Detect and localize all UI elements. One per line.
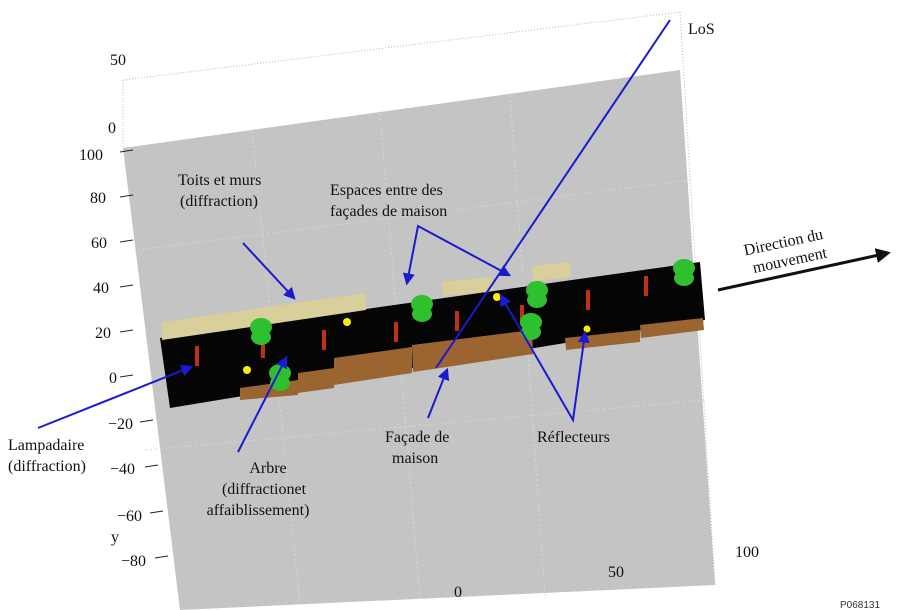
tree-6 bbox=[673, 259, 695, 286]
lamppost-1 bbox=[195, 346, 199, 366]
svg-text:Toits et murs: Toits et murs bbox=[178, 172, 261, 189]
label-facade: Façade de maison bbox=[385, 429, 449, 467]
y-axis-label: y bbox=[111, 529, 119, 546]
svg-text:affaiblissement): affaiblissement) bbox=[207, 502, 310, 519]
los-ray bbox=[435, 19, 671, 369]
pointer-arrows bbox=[37, 224, 590, 453]
lamppost-2 bbox=[261, 338, 265, 358]
x-axis-ticks: 0 50 100 bbox=[454, 544, 759, 601]
label-direction: Direction du mouvement bbox=[742, 226, 829, 277]
lamppost-4 bbox=[394, 322, 398, 342]
y-tick-neg20: −20 bbox=[108, 416, 133, 433]
label-reflectors: Réflecteurs bbox=[537, 429, 610, 446]
direction-arrow bbox=[717, 248, 891, 292]
axis-box-edges bbox=[122, 11, 716, 586]
x-tick-50: 50 bbox=[608, 564, 624, 581]
facade-block-3 bbox=[334, 347, 412, 385]
pointer-lamp bbox=[37, 364, 194, 429]
svg-text:Espaces entre des: Espaces entre des bbox=[330, 182, 443, 199]
y-tick-60: 60 bbox=[91, 235, 107, 252]
label-gaps: Espaces entre des façades de maison bbox=[330, 182, 447, 220]
svg-text:Arbre: Arbre bbox=[249, 460, 286, 477]
tree-4 bbox=[526, 281, 548, 308]
y-tick-20: 20 bbox=[95, 325, 111, 342]
y-axis bbox=[119, 149, 169, 559]
y-tick-80: 80 bbox=[90, 190, 106, 207]
roof-block-3 bbox=[532, 262, 571, 281]
svg-text:maison: maison bbox=[392, 450, 438, 467]
facade-block-6 bbox=[640, 318, 704, 338]
y-tick-0: 0 bbox=[109, 370, 117, 387]
y-tick-neg40: −40 bbox=[110, 461, 135, 478]
reflector-3 bbox=[493, 293, 501, 301]
z-axis-ticks: 50 0 bbox=[108, 52, 126, 137]
pointer-reflectors bbox=[499, 293, 590, 424]
z-tick-50: 50 bbox=[110, 52, 126, 69]
lamppost-8 bbox=[644, 276, 648, 296]
svg-text:(diffractionet: (diffractionet bbox=[222, 481, 307, 498]
lamppost-3 bbox=[322, 330, 326, 350]
svg-text:Façade de: Façade de bbox=[385, 429, 449, 446]
tree-3 bbox=[411, 295, 433, 322]
svg-text:(diffraction): (diffraction) bbox=[8, 458, 86, 475]
label-roofs: Toits et murs (diffraction) bbox=[178, 172, 261, 210]
y-tick-40: 40 bbox=[93, 280, 109, 297]
y-tick-neg60: −60 bbox=[117, 508, 142, 525]
svg-text:Lampadaire: Lampadaire bbox=[8, 437, 84, 454]
lamppost-5 bbox=[455, 311, 459, 331]
label-lamp: Lampadaire (diffraction) bbox=[8, 437, 86, 475]
pointer-facade bbox=[427, 367, 450, 419]
x-tick-100: 100 bbox=[735, 544, 759, 561]
roof-block-1 bbox=[162, 293, 366, 340]
pointer-tree bbox=[237, 355, 288, 453]
lamppost-7 bbox=[586, 290, 590, 310]
y-axis-ticks: 100 80 60 40 20 0 −20 −40 −60 −80 bbox=[79, 147, 146, 570]
reflector-1 bbox=[343, 318, 351, 326]
y-tick-neg80: −80 bbox=[121, 553, 146, 570]
label-los: LoS bbox=[688, 21, 715, 38]
pointer-gaps bbox=[402, 224, 512, 286]
svg-text:(diffraction): (diffraction) bbox=[180, 193, 258, 210]
z-tick-0: 0 bbox=[108, 120, 116, 137]
x-tick-0: 0 bbox=[454, 584, 462, 601]
reflector-2 bbox=[243, 366, 251, 374]
figure-reference: P068131 bbox=[840, 600, 880, 610]
tree-1 bbox=[250, 318, 272, 345]
pointer-roofs bbox=[242, 242, 296, 300]
y-tick-100: 100 bbox=[79, 147, 103, 164]
label-tree: Arbre (diffractionet affaiblissement) bbox=[207, 460, 310, 519]
facade-block-2 bbox=[298, 368, 334, 393]
svg-text:façades de maison: façades de maison bbox=[330, 203, 447, 220]
reflector-4 bbox=[583, 325, 591, 333]
